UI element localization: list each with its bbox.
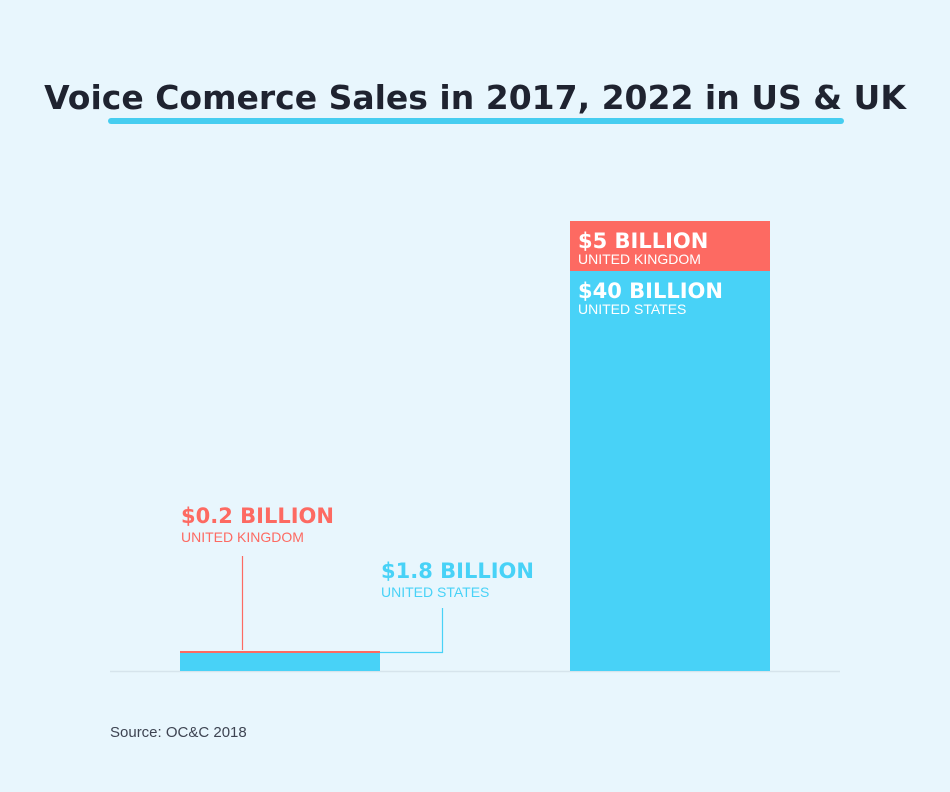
leader-line-us-2017: [380, 608, 444, 654]
bar-us-2017: [180, 653, 380, 671]
series-label-uk-2022: UNITED KINGDOM: [578, 251, 701, 267]
title-underline: [108, 118, 844, 124]
value-label-us-2017: $1.8 BILLION: [381, 559, 534, 583]
series-label-us-2022: UNITED STATES: [578, 301, 686, 317]
chart-title: Voice Comerce Sales in 2017, 2022 in US …: [44, 78, 906, 117]
source-note: Source: OC&C 2018: [110, 724, 247, 741]
value-label-uk-2022: $5 BILLION: [578, 229, 708, 253]
bar-us-2022: [570, 271, 770, 671]
value-label-us-2022: $40 BILLION: [578, 279, 723, 303]
series-label-us-2017: UNITED STATES: [381, 584, 489, 600]
bar-uk-2022: [570, 221, 770, 271]
series-label-uk-2017: UNITED KINGDOM: [181, 529, 304, 545]
value-label-uk-2017: $0.2 BILLION: [181, 504, 334, 528]
bar-uk-2017: [180, 651, 380, 653]
